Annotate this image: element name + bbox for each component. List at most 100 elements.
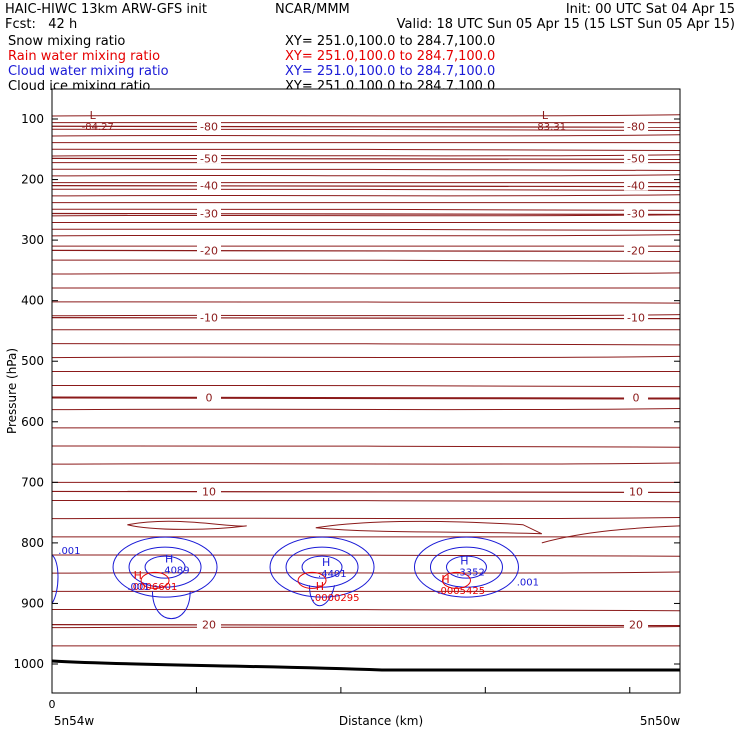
isotherm-line bbox=[51, 590, 681, 593]
isotherm-label-bg bbox=[624, 391, 649, 403]
field-snow-xy: XY= 251.0,100.0 to 284.7,100.0 bbox=[285, 34, 496, 49]
isotherm-label: 20 bbox=[202, 619, 216, 632]
isotherm-label: -50 bbox=[200, 152, 218, 165]
cloud-water-contour bbox=[151, 591, 191, 619]
isotherm-line bbox=[51, 194, 681, 197]
y-tick-label: 300 bbox=[21, 233, 44, 247]
forecast-hour: Fcst: 42 h bbox=[5, 17, 78, 32]
extremum-value: .0000295 bbox=[312, 593, 360, 604]
isotherm-line bbox=[51, 625, 681, 629]
contour-value-label: .001 bbox=[127, 582, 149, 593]
isotherm-label: 10 bbox=[629, 485, 643, 498]
field-snow-name: Snow mixing ratio bbox=[8, 34, 126, 49]
isotherm-line bbox=[51, 384, 681, 388]
extremum-marker: L bbox=[542, 109, 549, 122]
field-rain-xy: XY= 251.0,100.0 to 284.7,100.0 bbox=[285, 49, 496, 64]
extremum-value: .0006601 bbox=[130, 582, 178, 593]
y-tick-label: 500 bbox=[21, 354, 44, 368]
extremum-value: .4089 bbox=[161, 565, 190, 576]
cloud-water-contour bbox=[413, 536, 519, 598]
isotherm-label-bg bbox=[197, 311, 221, 323]
isotherm-line-labeled bbox=[51, 624, 681, 627]
isotherm-closed-segment bbox=[127, 520, 247, 530]
isotherm-label: -20 bbox=[200, 244, 218, 257]
isotherm-line bbox=[51, 245, 681, 248]
isotherm-label-bg bbox=[197, 152, 221, 164]
isotherm-line bbox=[51, 121, 681, 124]
field-rain-name: Rain water mixing ratio bbox=[8, 49, 161, 64]
isotherm-line bbox=[51, 154, 681, 157]
contour-value-label: .001 bbox=[517, 577, 539, 588]
isotherm-line bbox=[51, 445, 681, 448]
isotherm-label-bg bbox=[624, 152, 649, 164]
isotherm-label-bg bbox=[624, 207, 649, 219]
isotherm-line bbox=[51, 174, 681, 177]
isotherm-label: -80 bbox=[627, 120, 645, 133]
isotherm-line bbox=[51, 462, 681, 465]
isotherm-line bbox=[51, 259, 681, 262]
isotherm-line bbox=[51, 554, 681, 557]
isotherm-line bbox=[51, 208, 681, 211]
isotherm-label: -80 bbox=[200, 120, 218, 133]
isotherm-label-bg bbox=[197, 485, 221, 497]
y-tick-label: 900 bbox=[21, 596, 44, 610]
contour-value-label: .001 bbox=[58, 546, 80, 557]
y-tick-label: 400 bbox=[21, 294, 44, 308]
isotherm-line bbox=[51, 201, 681, 204]
isotherm-line bbox=[51, 181, 681, 184]
isotherm-line bbox=[51, 272, 681, 275]
x-axis-title: Distance (km) bbox=[339, 714, 423, 728]
y-tick-label: 100 bbox=[21, 112, 44, 126]
rain-water-contour bbox=[297, 571, 327, 589]
y-tick-label: 700 bbox=[21, 475, 44, 489]
extremum-marker: H bbox=[165, 552, 173, 565]
isotherm-line bbox=[51, 535, 681, 538]
isotherm-line bbox=[51, 161, 681, 164]
isotherm-label-bg bbox=[197, 207, 221, 219]
extremum-value: .0005425 bbox=[437, 586, 485, 597]
isotherm-line bbox=[51, 499, 681, 503]
x-end-label-left: 5n54w bbox=[54, 714, 95, 728]
cloud-water-contour bbox=[128, 546, 202, 588]
cloud-water-contour bbox=[301, 555, 343, 579]
cloud-water-contour bbox=[112, 536, 218, 598]
isotherm-line bbox=[51, 328, 681, 331]
isotherm-line bbox=[51, 644, 681, 647]
isotherm-line bbox=[51, 134, 681, 137]
isotherm-label: 10 bbox=[202, 485, 216, 498]
isotherm-line bbox=[51, 234, 681, 237]
isotherm-line bbox=[51, 407, 681, 411]
isotherm-line bbox=[51, 355, 681, 359]
x-end-label-right: 5n50w bbox=[640, 714, 681, 728]
isotherm-line bbox=[51, 571, 681, 574]
cloud-water-contour bbox=[445, 555, 487, 579]
isotherm-line bbox=[51, 516, 681, 520]
isotherm-line bbox=[51, 114, 681, 117]
y-tick-label: 800 bbox=[21, 536, 44, 550]
isotherm-line bbox=[51, 608, 681, 612]
isotherm-line bbox=[51, 128, 681, 132]
extremum-marker: H bbox=[316, 580, 324, 593]
isotherm-line bbox=[51, 481, 681, 484]
isotherm-label-bg bbox=[197, 618, 221, 630]
isotherm-line bbox=[51, 148, 681, 151]
isotherm-line-labeled bbox=[51, 185, 681, 188]
isotherm-label: -50 bbox=[627, 152, 645, 165]
extremum-marker: H bbox=[441, 573, 449, 586]
isotherm-line-labeled bbox=[51, 212, 681, 216]
field-cloudwater-xy: XY= 251.0,100.0 to 284.7,100.0 bbox=[285, 64, 496, 79]
isotherm-line bbox=[51, 342, 681, 346]
y-axis-title: Pressure (hPa) bbox=[5, 348, 19, 434]
isotherm-line bbox=[51, 228, 681, 231]
extremum-value: -83.31 bbox=[534, 122, 566, 133]
y-tick-label: 600 bbox=[21, 415, 44, 429]
isotherm-label-bg bbox=[624, 485, 649, 497]
plot-area bbox=[52, 89, 680, 693]
isotherm-line-labeled bbox=[51, 396, 681, 400]
isotherm-label-bg bbox=[197, 179, 221, 191]
isotherm-line-labeled bbox=[51, 125, 681, 128]
isotherm-line bbox=[51, 370, 681, 373]
isotherm-line bbox=[51, 188, 681, 191]
extremum-value: .4401 bbox=[318, 569, 347, 580]
valid-time: Valid: 18 UTC Sun 05 Apr 15 (15 LST Sun … bbox=[396, 17, 735, 32]
